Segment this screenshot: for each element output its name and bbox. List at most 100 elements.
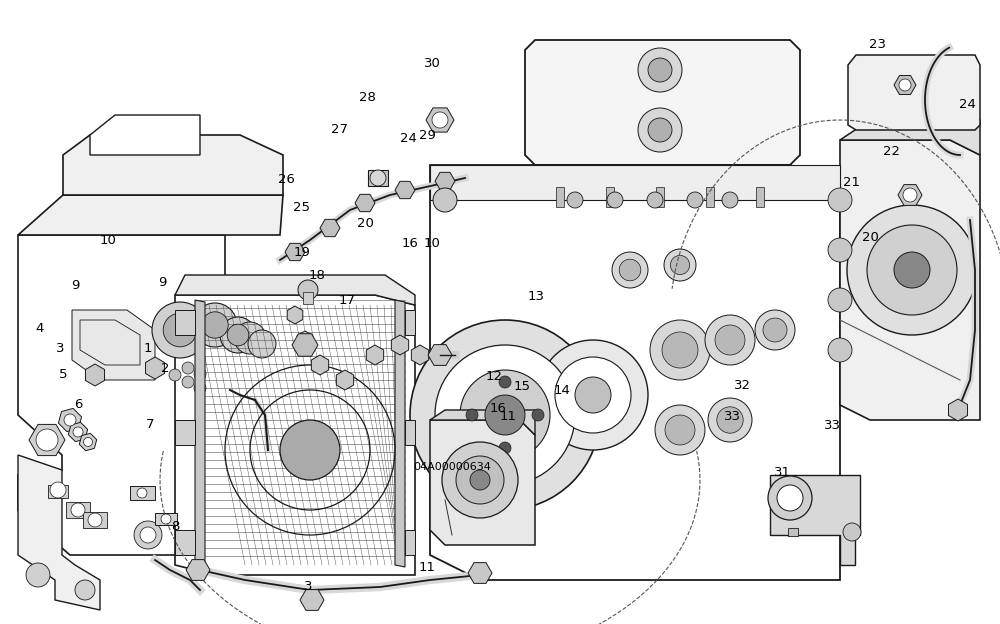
Polygon shape <box>175 530 195 555</box>
Circle shape <box>71 503 85 517</box>
Circle shape <box>755 310 795 350</box>
Circle shape <box>499 376 511 388</box>
Text: 18: 18 <box>309 270 325 282</box>
Polygon shape <box>79 433 97 451</box>
Text: 23: 23 <box>868 39 886 51</box>
Polygon shape <box>848 55 980 130</box>
Text: 9: 9 <box>71 279 79 291</box>
Text: 31: 31 <box>774 467 790 479</box>
Circle shape <box>134 521 162 549</box>
Text: 15: 15 <box>514 381 530 393</box>
Circle shape <box>670 255 690 275</box>
Text: 11: 11 <box>418 562 436 574</box>
Polygon shape <box>175 420 195 445</box>
Circle shape <box>499 442 511 454</box>
Polygon shape <box>770 475 860 565</box>
Circle shape <box>140 527 156 543</box>
Polygon shape <box>840 120 980 155</box>
Text: 04A00000634: 04A00000634 <box>413 462 491 472</box>
Text: 32: 32 <box>734 379 750 392</box>
Circle shape <box>466 409 478 421</box>
Text: 2: 2 <box>161 362 169 374</box>
Polygon shape <box>840 140 980 420</box>
Polygon shape <box>405 420 415 445</box>
Polygon shape <box>29 424 65 456</box>
Circle shape <box>638 108 682 152</box>
Text: 22: 22 <box>884 145 900 157</box>
Text: 3: 3 <box>56 342 64 354</box>
Circle shape <box>36 429 58 451</box>
Polygon shape <box>336 370 354 390</box>
Polygon shape <box>894 76 916 94</box>
Circle shape <box>612 252 648 288</box>
Polygon shape <box>292 334 318 356</box>
Circle shape <box>768 476 812 520</box>
Text: 20: 20 <box>862 231 878 243</box>
Circle shape <box>248 330 276 358</box>
Circle shape <box>648 58 672 82</box>
Circle shape <box>26 563 50 587</box>
Circle shape <box>777 485 803 511</box>
Text: 19: 19 <box>294 246 310 259</box>
Text: 8: 8 <box>171 520 179 532</box>
Bar <box>83 512 107 528</box>
Polygon shape <box>72 310 155 380</box>
Circle shape <box>50 482 66 498</box>
Circle shape <box>843 523 861 541</box>
Text: 1: 1 <box>144 342 152 354</box>
Bar <box>368 170 388 186</box>
Circle shape <box>456 456 504 504</box>
Circle shape <box>280 420 340 480</box>
Circle shape <box>555 357 631 433</box>
Polygon shape <box>63 135 283 195</box>
Polygon shape <box>435 172 455 190</box>
Circle shape <box>485 395 525 435</box>
Circle shape <box>169 369 181 381</box>
Bar <box>155 513 177 525</box>
Circle shape <box>664 249 696 281</box>
Circle shape <box>619 259 641 281</box>
Polygon shape <box>525 40 800 165</box>
Polygon shape <box>405 530 415 555</box>
Polygon shape <box>391 335 409 355</box>
Circle shape <box>538 340 648 450</box>
Circle shape <box>665 415 695 445</box>
Circle shape <box>73 427 83 437</box>
Text: 24: 24 <box>400 132 416 145</box>
Text: 24: 24 <box>959 98 975 110</box>
Circle shape <box>655 405 705 455</box>
Text: 6: 6 <box>74 398 82 411</box>
Circle shape <box>899 79 911 91</box>
Polygon shape <box>468 563 492 583</box>
Circle shape <box>828 188 852 212</box>
Polygon shape <box>18 235 280 555</box>
Text: 10: 10 <box>100 234 116 246</box>
Circle shape <box>567 192 583 208</box>
Polygon shape <box>58 409 82 432</box>
Circle shape <box>227 324 249 346</box>
Circle shape <box>84 437 92 447</box>
Circle shape <box>75 580 95 600</box>
Polygon shape <box>195 300 205 567</box>
Bar <box>706 187 714 207</box>
Text: 25: 25 <box>294 201 310 213</box>
Text: 16: 16 <box>490 402 506 415</box>
Text: 10: 10 <box>424 237 440 250</box>
Text: 28: 28 <box>359 92 375 104</box>
Circle shape <box>648 118 672 142</box>
Polygon shape <box>297 331 313 349</box>
Circle shape <box>894 252 930 288</box>
Text: 16: 16 <box>402 237 418 250</box>
Circle shape <box>234 322 266 354</box>
Polygon shape <box>405 310 415 335</box>
Circle shape <box>137 488 147 498</box>
Polygon shape <box>426 108 454 132</box>
Polygon shape <box>90 115 200 155</box>
Circle shape <box>828 288 852 312</box>
Polygon shape <box>428 344 452 366</box>
Text: 20: 20 <box>357 217 373 230</box>
Polygon shape <box>68 422 88 442</box>
Polygon shape <box>366 345 384 365</box>
Circle shape <box>442 442 518 518</box>
Circle shape <box>194 368 206 380</box>
